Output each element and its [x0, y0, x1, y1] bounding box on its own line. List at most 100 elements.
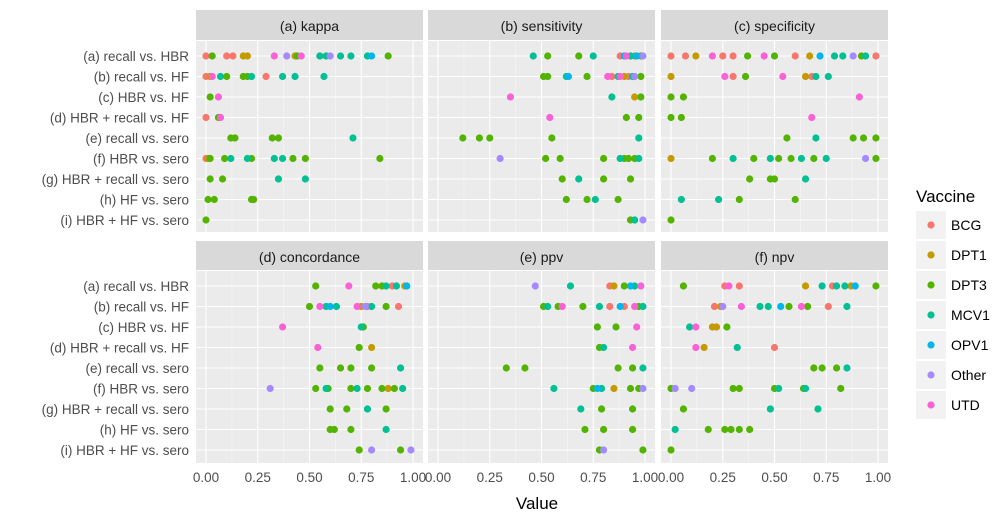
data-point-dpt3 [727, 425, 735, 434]
legend-title: Vaccine [916, 187, 975, 206]
data-point-dpt3 [542, 154, 550, 163]
data-point-opv1 [616, 302, 624, 311]
data-point-utd [708, 52, 717, 60]
data-point-mcv1 [591, 195, 599, 204]
data-point-bcg [223, 52, 231, 60]
data-point-dpt3 [708, 154, 717, 163]
data-point-utd [797, 302, 806, 311]
data-point-mcv1 [589, 52, 597, 60]
data-point-dpt3 [583, 72, 591, 81]
data-point-mcv1 [347, 52, 355, 60]
data-point-dpt3 [223, 72, 231, 81]
legend-label-opv1: OPV1 [951, 337, 989, 353]
data-point-utd [208, 72, 216, 81]
data-point-dpt3 [667, 93, 675, 101]
x-tick-label: 1.00 [632, 470, 658, 485]
data-point-mcv1 [274, 175, 283, 183]
y-tick-label: (d) HBR + recall vs. HF [50, 111, 189, 126]
data-point-dpt3 [502, 364, 510, 372]
data-point-mcv1 [392, 282, 401, 290]
data-point-dpt3 [818, 364, 826, 372]
data-point-dpt1 [667, 72, 675, 81]
data-point-opv1 [816, 52, 824, 60]
data-point-dpt3 [746, 425, 754, 434]
data-point-other [600, 446, 608, 454]
data-point-dpt3 [628, 425, 637, 434]
data-point-dpt3 [735, 425, 743, 434]
x-tick-label: 0.25 [710, 470, 736, 485]
data-point-utd [692, 323, 700, 331]
panel-title-f-npv: (f) npv [755, 249, 795, 265]
data-point-other [671, 384, 679, 393]
data-point-dpt1 [368, 343, 376, 352]
data-point-dpt1 [801, 282, 810, 290]
data-point-dpt3 [600, 175, 608, 183]
data-point-opv1 [593, 384, 601, 393]
panel-strip-e-ppv [428, 241, 655, 270]
panel-strip-c-specificity [661, 10, 888, 40]
data-point-dpt3 [628, 364, 637, 372]
data-point-utd [637, 282, 645, 290]
data-point-dpt1 [667, 154, 675, 163]
data-point-dpt3 [849, 134, 857, 142]
data-point-dpt3 [581, 425, 589, 434]
data-point-dpt3 [628, 405, 637, 413]
data-point-dpt3 [679, 93, 688, 101]
data-point-mcv1 [733, 343, 741, 352]
y-tick-label: (d) HBR + recall vs. HF [50, 341, 189, 356]
data-point-mcv1 [382, 282, 390, 290]
data-point-mcv1 [639, 302, 647, 311]
data-point-utd [214, 93, 223, 101]
data-point-mcv1 [349, 134, 357, 142]
data-point-utd [692, 343, 700, 352]
data-point-dpt3 [614, 364, 622, 372]
data-point-mcv1 [270, 154, 278, 163]
data-point-mcv1 [635, 134, 643, 142]
data-point-dpt3 [210, 195, 218, 204]
data-point-mcv1 [843, 302, 851, 311]
data-point-bcg [667, 52, 675, 60]
data-point-dpt3 [312, 282, 320, 290]
data-point-dpt1 [631, 93, 639, 101]
data-point-dpt3 [459, 134, 467, 142]
data-point-dpt1 [610, 384, 618, 393]
legend-marker-utd [927, 401, 935, 409]
data-point-mcv1 [839, 52, 847, 60]
x-tick-label: 0.50 [296, 470, 322, 485]
data-point-mcv1 [812, 134, 820, 142]
legend-label-mcv1: MCV1 [951, 307, 990, 323]
data-point-mcv1 [353, 384, 361, 393]
data-point-dpt3 [785, 302, 793, 311]
data-point-bcg [729, 72, 737, 81]
data-point-dpt3 [637, 93, 645, 101]
data-point-dpt3 [833, 364, 841, 372]
data-point-other [639, 384, 647, 393]
data-point-dpt3 [626, 384, 635, 393]
data-point-dpt3 [600, 154, 608, 163]
data-point-dpt3 [289, 154, 297, 163]
data-point-dpt3 [347, 364, 355, 372]
legend-label-utd: UTD [951, 397, 980, 413]
data-point-dpt3 [250, 195, 258, 204]
x-tick-label: 1.00 [865, 470, 891, 485]
data-point-dpt3 [735, 384, 743, 393]
x-tick-label: 0.50 [528, 470, 554, 485]
x-tick-label: 0.75 [348, 470, 374, 485]
data-point-mcv1 [797, 154, 806, 163]
data-point-bcg [710, 302, 719, 311]
data-point-dpt3 [667, 216, 675, 224]
data-point-utd [314, 343, 322, 352]
data-point-mcv1 [686, 323, 694, 331]
data-point-mcv1 [715, 195, 723, 204]
data-point-utd [721, 72, 729, 81]
data-point-dpt3 [355, 343, 363, 352]
data-point-dpt3 [221, 154, 229, 163]
data-point-other [283, 52, 291, 60]
data-point-mcv1 [812, 72, 820, 81]
data-point-utd [278, 323, 287, 331]
data-point-dpt3 [548, 134, 556, 142]
data-point-dpt3 [622, 113, 630, 122]
x-tick-label: 0.00 [658, 470, 684, 485]
legend-marker-dpt1 [927, 251, 935, 259]
legend-marker-bcg [927, 221, 935, 229]
